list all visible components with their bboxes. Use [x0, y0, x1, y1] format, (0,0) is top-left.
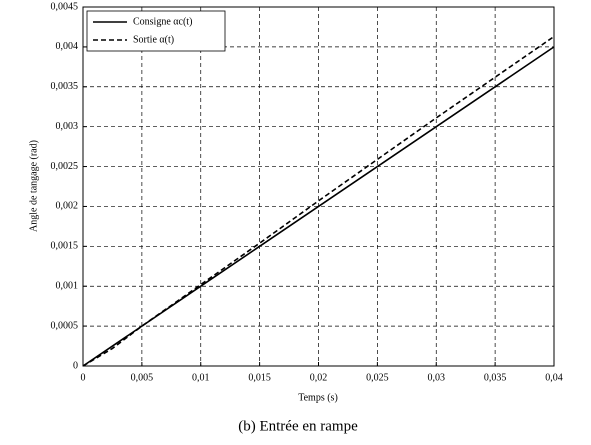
x-tick-label: 0,04	[545, 372, 563, 383]
series-line	[82, 35, 555, 367]
legend-label: Sortie α(t)	[133, 34, 174, 45]
y-tick-label: 0,0035	[51, 81, 79, 92]
y-tick-label: 0,002	[56, 201, 79, 212]
x-tick-label: 0,03	[428, 372, 446, 383]
y-tick-label: 0,0045	[51, 1, 79, 12]
y-tick-label: 0,0025	[51, 161, 79, 172]
y-tick-label: 0,0015	[51, 241, 79, 252]
x-tick-label: 0,02	[310, 372, 328, 383]
x-tick-label: 0,025	[366, 372, 389, 383]
y-tick-label: 0,003	[56, 121, 79, 132]
y-tick-label: 0,004	[56, 41, 79, 52]
plot-frame	[82, 6, 555, 367]
legend-label: Consigne αc(t)	[133, 16, 192, 27]
caption: (b) Entrée en rampe	[238, 418, 358, 434]
legend-box	[86, 10, 226, 52]
x-axis-label: Temps (s)	[298, 392, 338, 403]
y-tick-label: 0,0005	[51, 320, 79, 331]
x-tick-label: 0,035	[484, 372, 507, 383]
x-tick-label: 0	[81, 372, 86, 383]
x-tick-label: 0,015	[248, 372, 271, 383]
y-axis-label: Angle de tangage (rad)	[28, 140, 39, 232]
y-tick-label: 0	[73, 360, 78, 371]
x-tick-label: 0,01	[192, 372, 210, 383]
y-tick-label: 0,001	[56, 281, 79, 292]
series-line	[82, 46, 555, 367]
x-tick-label: 0,005	[131, 372, 154, 383]
